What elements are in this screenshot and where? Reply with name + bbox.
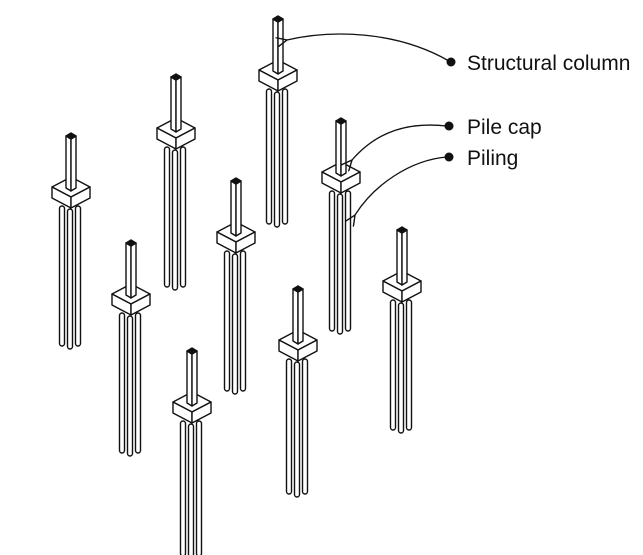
pile-groups	[51, 15, 422, 555]
piling-label: Piling	[467, 147, 518, 170]
column-left-face	[292, 288, 299, 345]
pile	[344, 190, 352, 332]
pile	[281, 88, 289, 225]
pile	[66, 208, 74, 350]
pile	[265, 88, 273, 225]
pile-cap-right-face	[191, 401, 212, 424]
pile	[126, 315, 134, 457]
column-top	[65, 132, 77, 140]
pile-cap-right-face	[130, 293, 151, 316]
column-top	[335, 117, 347, 125]
pile	[231, 253, 239, 395]
column-left-face	[272, 18, 279, 75]
pile	[74, 205, 82, 347]
column-top	[272, 15, 284, 23]
column-left-face	[396, 229, 403, 286]
pile	[389, 299, 397, 431]
pile	[171, 149, 179, 291]
pile	[397, 302, 405, 434]
column-right-face	[175, 76, 182, 133]
structural-column-dot	[446, 57, 456, 67]
pile	[273, 91, 281, 228]
pile	[179, 146, 187, 288]
pile-cap-right-face	[340, 171, 361, 194]
piling-leader	[355, 156, 448, 215]
column-right-face	[277, 18, 284, 75]
pile-cap-right-face	[70, 186, 91, 209]
pile-group	[278, 285, 318, 498]
pile-cap-right-face	[175, 127, 196, 150]
column-right-face	[401, 229, 408, 286]
pile	[239, 250, 247, 392]
pile	[223, 250, 231, 392]
pile	[58, 205, 66, 347]
piling-dot	[444, 152, 454, 162]
pile	[285, 358, 293, 495]
pile	[195, 420, 203, 555]
pile	[134, 312, 142, 454]
column-left-face	[186, 350, 193, 407]
column-right-face	[70, 135, 77, 192]
pile-group	[51, 132, 91, 350]
column-top	[186, 347, 198, 355]
pile	[163, 146, 171, 288]
pile	[118, 312, 126, 454]
structural-column-leader	[287, 33, 450, 62]
callouts: Structural column Pile cap Piling	[287, 33, 630, 215]
column-top	[292, 285, 304, 293]
column-left-face	[65, 135, 72, 192]
pile-cap-label: Pile cap	[467, 116, 542, 139]
column-right-face	[191, 350, 198, 407]
pile	[179, 420, 187, 555]
column-right-face	[340, 120, 347, 177]
pile	[405, 299, 413, 431]
structural-column-label: Structural column	[467, 52, 630, 75]
pile-group	[321, 117, 361, 335]
column-left-face	[125, 242, 132, 299]
pile	[301, 358, 309, 495]
pile-cap-right-face	[297, 339, 318, 362]
column-top	[125, 239, 137, 247]
pile	[336, 193, 344, 335]
pile	[187, 423, 195, 555]
column-top	[396, 226, 408, 234]
pile-group	[216, 177, 256, 395]
column-top	[230, 177, 242, 185]
pile-group	[382, 226, 422, 434]
pile-cap-right-face	[235, 231, 256, 254]
pile-cap-leader	[352, 124, 448, 160]
pile-group	[111, 239, 151, 457]
pile-group	[172, 347, 212, 555]
pile	[293, 361, 301, 498]
column-right-face	[130, 242, 137, 299]
pile-cap-dot	[444, 121, 454, 131]
column-left-face	[335, 120, 342, 177]
pile	[328, 190, 336, 332]
column-left-face	[170, 76, 177, 133]
column-left-face	[230, 180, 237, 237]
column-right-face	[235, 180, 242, 237]
column-top	[170, 73, 182, 81]
column-right-face	[297, 288, 304, 345]
pile-group	[258, 15, 298, 228]
pile-cap-right-face	[277, 69, 298, 92]
pile-cap-right-face	[401, 280, 422, 303]
pile-group	[156, 73, 196, 291]
